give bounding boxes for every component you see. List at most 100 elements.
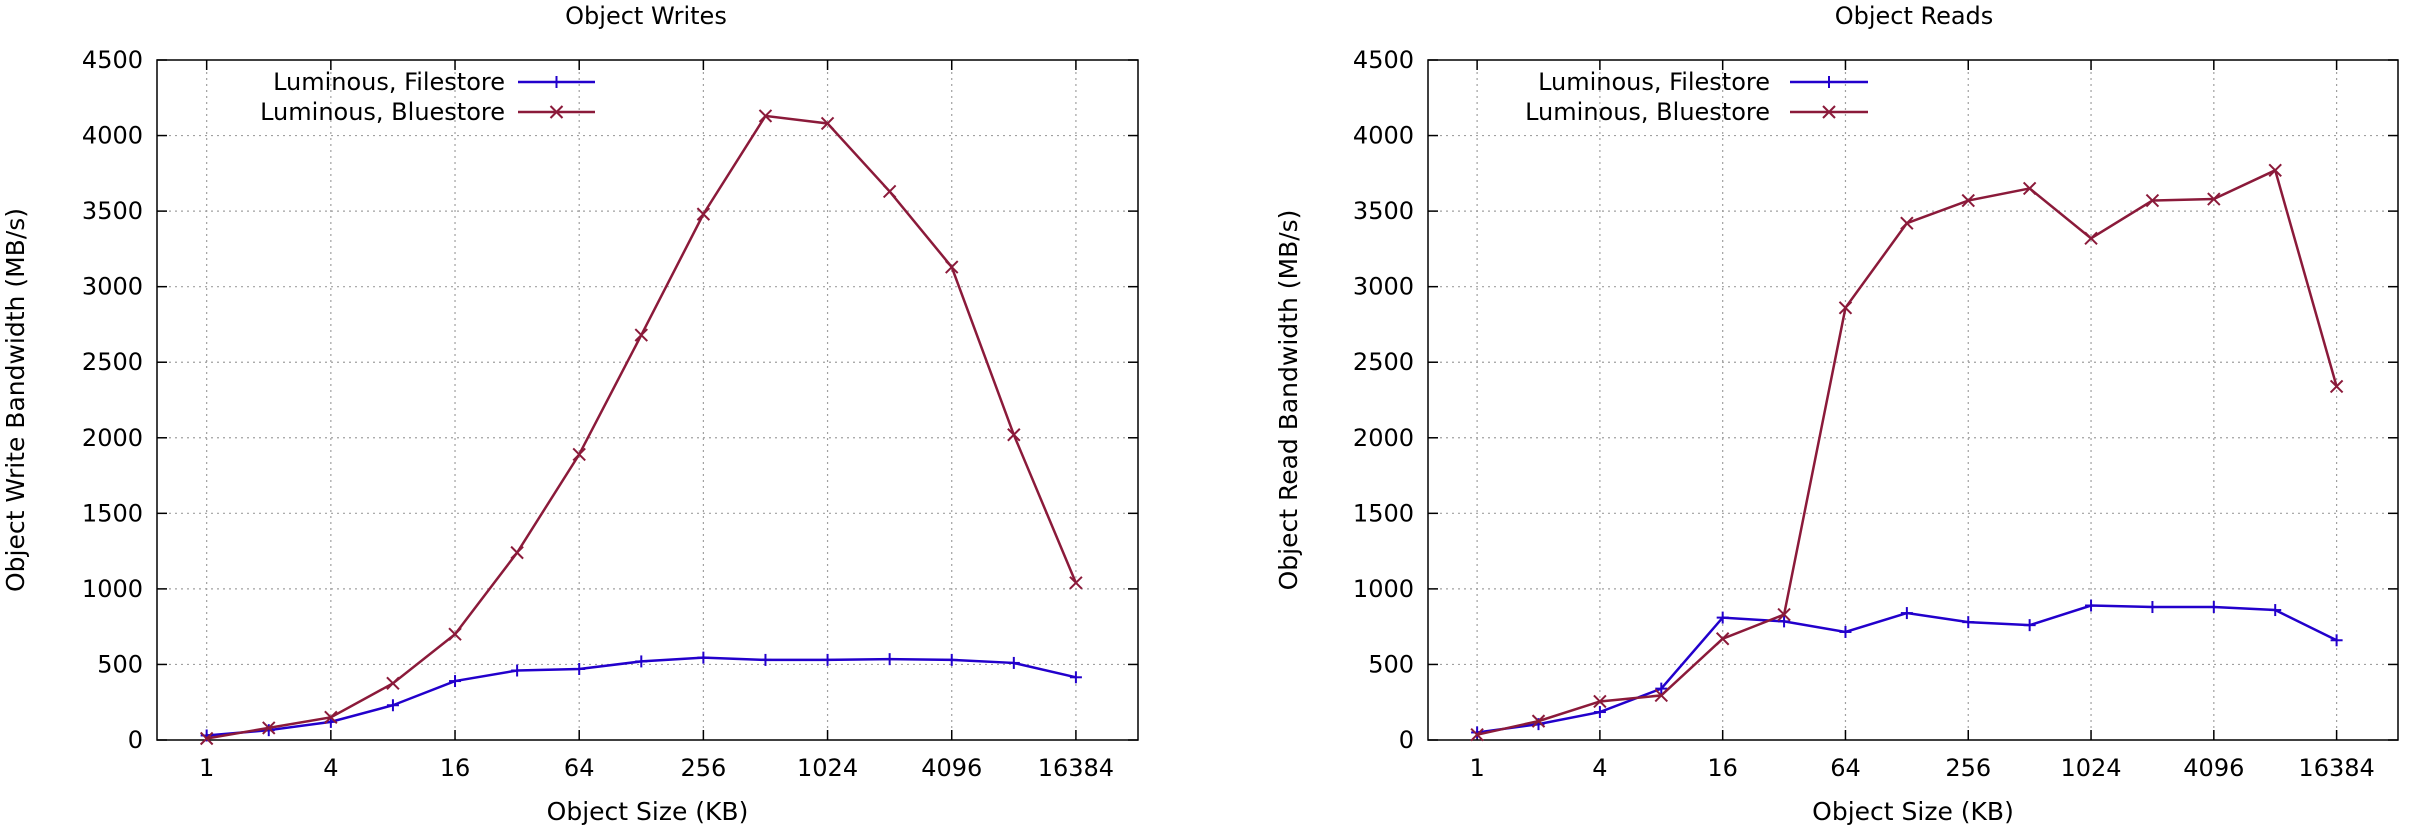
- data-point: [324, 710, 338, 725]
- data-point: [1069, 576, 1083, 590]
- y-tick-label: 500: [1368, 650, 1414, 678]
- data-point: [1593, 706, 1606, 719]
- marker-stroke: [2022, 181, 2037, 196]
- marker-stroke: [2145, 193, 2160, 208]
- series-line: [1476, 604, 2338, 734]
- x-tick-label: 1024: [797, 754, 858, 782]
- chart-panel-2: Object Reads 0 500 1000 1500 2000 2500 3000 3500…: [1274, 2, 2399, 826]
- y-tick-label: 4000: [82, 122, 143, 150]
- y-tick-label: 4000: [1353, 122, 1414, 150]
- data-point: [696, 207, 711, 221]
- legend-label: Luminous, Filestore: [273, 68, 505, 96]
- marker-stroke: [634, 328, 648, 342]
- y-tick-label: 2000: [1353, 424, 1414, 452]
- y-tick-label: 2000: [82, 424, 143, 452]
- plot-frame: [1427, 59, 2399, 741]
- data-point: [511, 664, 524, 677]
- y-tick-label: 1500: [82, 499, 143, 527]
- data-point: [1007, 656, 1020, 669]
- data-point: [2330, 634, 2343, 647]
- data-point: [2268, 163, 2282, 178]
- series-filestore: [200, 651, 1082, 742]
- marker-stroke: [820, 116, 835, 131]
- series-line: [206, 114, 1078, 740]
- marker-stroke: [882, 184, 897, 199]
- data-point: [1470, 728, 1484, 742]
- data-point: [573, 662, 586, 675]
- x-tick-label: 1: [199, 754, 214, 782]
- chart-panel-1: Object Writes 0 500 1000 1500 2000 2500 3000 350…: [1, 2, 1139, 826]
- data-point: [1778, 615, 1791, 628]
- data-point: [1716, 611, 1729, 624]
- series-line: [1476, 168, 2338, 736]
- data-point: [1069, 671, 1082, 684]
- y-tick-label: 3000: [82, 273, 143, 301]
- data-point: [697, 651, 710, 664]
- marker-stroke: [696, 207, 711, 221]
- marker-stroke: [572, 447, 586, 462]
- data-point: [262, 724, 275, 737]
- x-tick-label: 4096: [921, 754, 982, 782]
- data-point: [449, 675, 462, 688]
- data-point: [758, 109, 773, 123]
- data-point: [2207, 192, 2221, 206]
- series-line: [206, 656, 1077, 737]
- data-point: [945, 653, 958, 666]
- y-tick-label: 3500: [82, 197, 143, 225]
- data-point: [386, 676, 400, 691]
- data-point: [821, 653, 834, 666]
- y-tick-label: 0: [1399, 726, 1414, 754]
- data-point: [1838, 301, 1853, 315]
- marker-stroke: [2268, 163, 2282, 178]
- y-tick-label: 500: [97, 650, 143, 678]
- legend-entry: Luminous, Filestore: [1538, 68, 1868, 96]
- data-point: [386, 699, 399, 712]
- y-tick-label: 0: [128, 726, 143, 754]
- x-tick-label: 16384: [2298, 754, 2374, 782]
- series-bluestore: [199, 109, 1083, 746]
- y-tick-label: 4500: [82, 46, 143, 74]
- y-tick-label: 1500: [1353, 499, 1414, 527]
- data-point: [448, 627, 462, 641]
- data-point: [2269, 604, 2282, 617]
- marker-stroke: [1531, 714, 1546, 728]
- series-bluestore: [1470, 163, 2344, 742]
- data-point: [1961, 193, 1975, 208]
- data-point: [2146, 601, 2159, 614]
- x-tick-label: 256: [680, 754, 726, 782]
- data-point: [1777, 607, 1791, 622]
- x-tick-label: 16: [440, 754, 471, 782]
- x-tick-label: 16384: [1038, 754, 1114, 782]
- marker-stroke: [1838, 301, 1853, 315]
- x-tick-label: 16: [1707, 754, 1738, 782]
- data-point: [2207, 601, 2220, 614]
- legend-label: Luminous, Bluestore: [1525, 98, 1770, 126]
- marker-stroke: [1007, 428, 1021, 442]
- data-point: [2022, 181, 2037, 196]
- marker-stroke: [448, 627, 462, 641]
- x-axis-label: Object Size (KB): [1812, 797, 2014, 826]
- y-tick-label: 3000: [1353, 273, 1414, 301]
- marker-stroke: [386, 676, 400, 691]
- data-point: [1962, 616, 1975, 629]
- data-point: [572, 447, 586, 462]
- marker-stroke: [1069, 576, 1083, 590]
- marker-stroke: [1900, 216, 1914, 230]
- data-point: [2145, 193, 2160, 208]
- data-point: [1655, 682, 1668, 695]
- legend-label: Luminous, Filestore: [1538, 68, 1770, 96]
- y-tick-label: 2500: [1353, 348, 1414, 376]
- y-tick-label: 1000: [1353, 575, 1414, 603]
- data-point: [262, 721, 276, 735]
- x-tick-label: 1: [1469, 754, 1484, 782]
- data-point: [1593, 694, 1607, 709]
- data-point: [1471, 726, 1484, 739]
- data-point: [634, 328, 648, 342]
- x-tick-label: 4096: [2183, 754, 2244, 782]
- legend-entry: Luminous, Bluestore: [1525, 98, 1868, 126]
- data-point: [1007, 428, 1021, 442]
- data-point: [510, 545, 524, 560]
- x-tick-label: 1024: [2060, 754, 2121, 782]
- marker-stroke: [1777, 607, 1791, 622]
- data-point: [945, 260, 959, 274]
